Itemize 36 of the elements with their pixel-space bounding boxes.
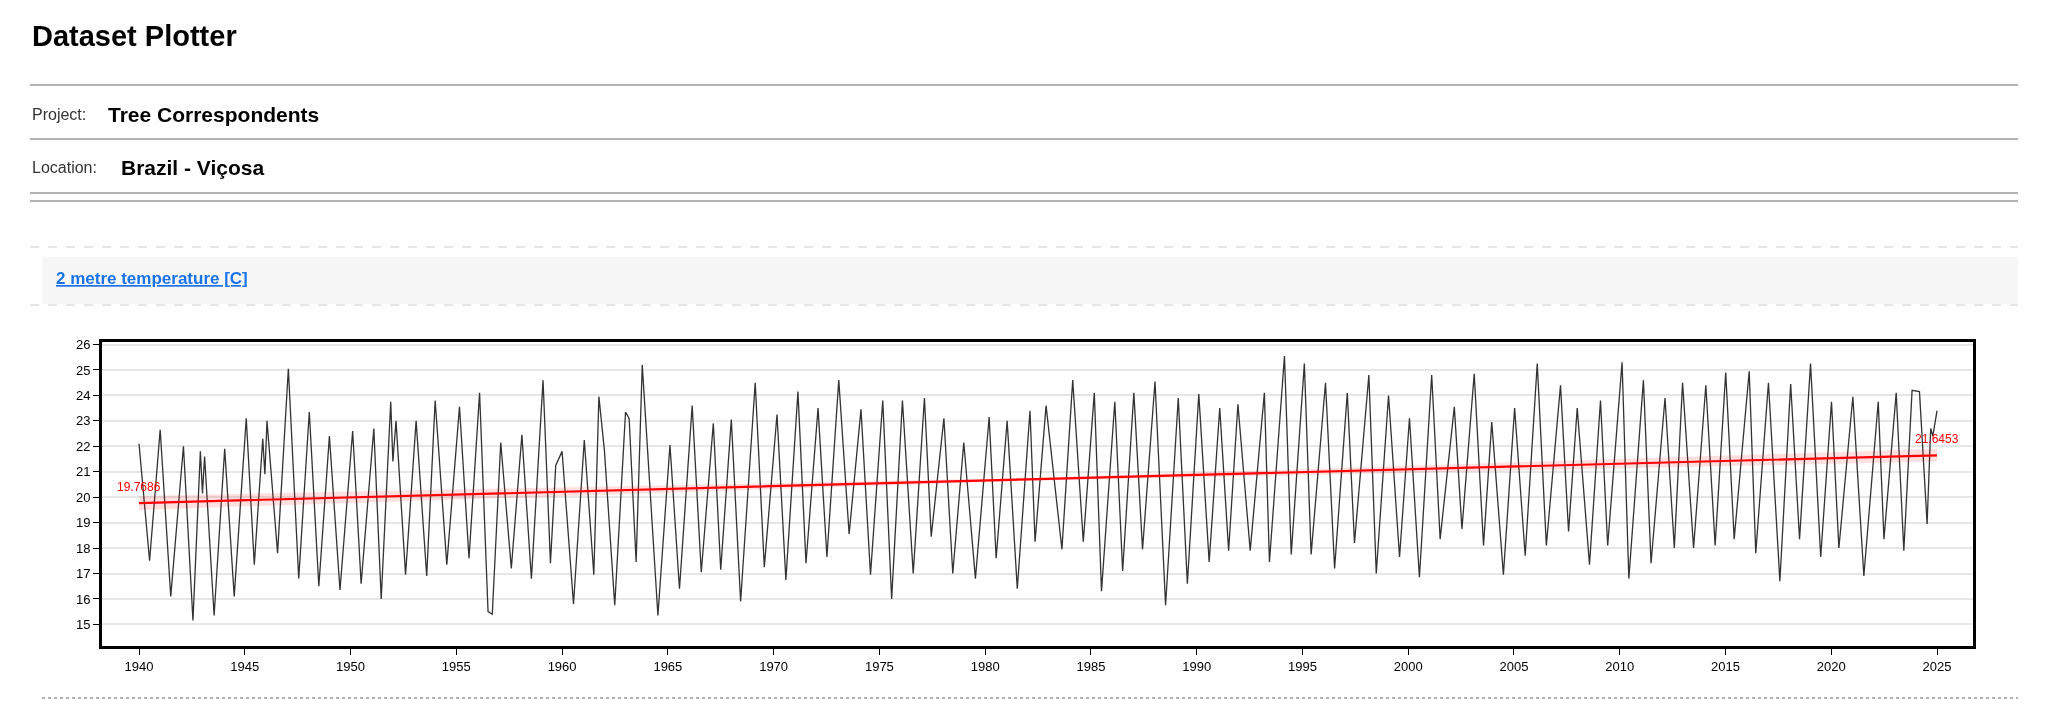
x-tick-label: 1960	[547, 658, 577, 674]
text: Tree Correspondents	[108, 103, 320, 126]
x-tick-label: 2020	[1816, 658, 1846, 674]
y-tick-label: 15	[75, 616, 91, 632]
y-tick-label: 16	[75, 591, 91, 607]
x-tick-label: 1955	[441, 658, 471, 674]
y-tick-label: 21	[75, 464, 91, 480]
text: Brazil - Viçosa	[121, 156, 265, 179]
x-tick-label: 1965	[653, 658, 683, 674]
x-tick-label: 1945	[230, 658, 260, 674]
y-tick-label: 18	[75, 540, 91, 556]
x-tick-label: 1995	[1287, 658, 1317, 674]
y-tick-label: 26	[75, 337, 91, 353]
y-tick-label: 24	[75, 387, 91, 403]
x-tick-label: 1980	[970, 658, 1000, 674]
x-tick-label: 1970	[759, 658, 789, 674]
x-tick-label: 1950	[336, 658, 366, 674]
text: 2 metre temperature [C]	[56, 269, 248, 288]
y-tick-label: 19	[75, 515, 91, 531]
x-tick-label: 1940	[124, 658, 154, 674]
x-tick-label: 2010	[1605, 658, 1635, 674]
y-tick-label: 25	[75, 362, 91, 378]
x-tick-label: 2005	[1499, 658, 1529, 674]
x-tick-label: 2000	[1393, 658, 1423, 674]
text: Project:	[32, 106, 87, 123]
x-tick-label: 2015	[1711, 658, 1740, 674]
y-tick-label: 23	[75, 413, 91, 429]
y-tick-label: 17	[75, 566, 91, 582]
chart-title: Dataset Plotter	[32, 20, 237, 52]
text: Location:	[32, 159, 97, 176]
y-tick-label: 20	[75, 489, 91, 505]
x-tick-label: 1975	[864, 658, 894, 674]
x-tick-label: 1985	[1076, 658, 1106, 674]
x-tick-label: 2025	[1922, 658, 1952, 674]
y-tick-label: 22	[75, 438, 91, 454]
x-tick-label: 1990	[1182, 658, 1212, 674]
